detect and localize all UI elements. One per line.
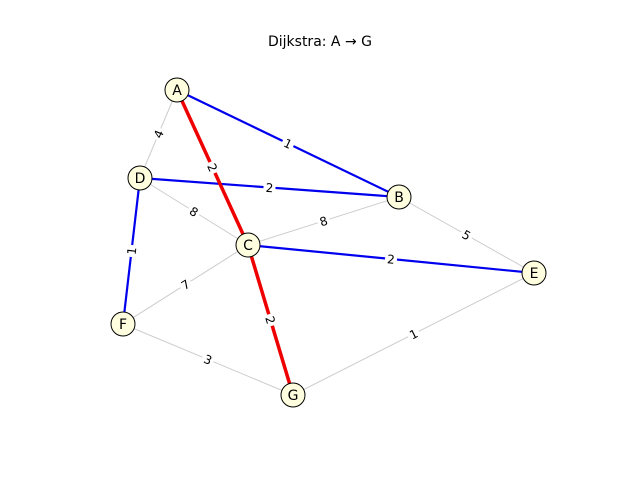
node-label: A [172,83,182,99]
edge-weight-label-C-F: 7 [176,274,195,295]
edge-weight-text: 8 [318,214,330,230]
edge-weight-label-bg [262,179,277,196]
node-label: C [243,238,253,254]
node-label: B [394,190,404,206]
edge-weight-label-A-D: 4 [148,125,169,143]
edges-layer [121,89,535,396]
edge-weight-label-D-F: 1 [122,244,141,258]
diagram-title: Dijkstra: A → G [267,34,372,50]
nodes-layer: A B C D E F G [110,77,547,408]
node-label: G [288,388,299,404]
edge-weight-label-D-C: 8 [184,201,204,222]
edge-weight-label-bg [315,211,332,231]
node-D: D [127,165,153,191]
edge-weight-text: 2 [265,181,274,196]
node-circle [110,311,136,337]
edge-weight-label-bg [122,244,141,258]
edge-weight-label-bg [279,133,297,154]
edge-weight-label-bg [457,225,476,245]
edge-weight-label-C-G: 2 [261,311,280,329]
edge-weight-text: 1 [125,246,140,255]
node-label: D [135,171,146,187]
node-circle [280,382,306,408]
edge-weight-text: 2 [386,252,395,267]
node-circle [386,184,412,210]
edge-weight-label-D-B: 2 [262,179,277,196]
node-circle [235,232,261,258]
edge-weight-label-F-G: 3 [199,349,217,370]
node-label: F [119,317,127,333]
node-E: E [521,260,547,286]
node-B: B [386,184,412,210]
edge-weight-label-C-B: 8 [315,211,332,231]
edge-labels-layer: 4 8 8 5 7 3 1 1 2 1 2 2 2 [122,125,476,370]
node-A: A [164,77,190,103]
edge-weight-label-bg [261,311,280,329]
node-circle [521,260,547,286]
node-G: G [280,382,306,408]
edge-weight-label-bg [384,250,398,268]
edge-weight-label-bg [184,201,204,222]
edge-weight-label-bg [404,324,423,344]
edge-weight-label-bg [148,125,169,143]
edge-weight-label-bg [199,349,217,370]
edge-weight-label-G-E: 1 [404,324,423,344]
edge-weight-label-B-E: 5 [457,225,476,245]
edge-weight-label-A-B: 1 [279,133,297,154]
edge-weight-label-A-C: 2 [202,158,223,177]
node-circle [127,165,153,191]
node-circle [164,77,190,103]
node-label: E [530,266,539,282]
node-C: C [235,232,261,258]
edge-weight-text: 2 [262,314,278,325]
edge-weight-label-bg [202,158,223,177]
edge-weight-label-C-E: 2 [384,250,398,268]
node-F: F [110,311,136,337]
edge-weight-label-bg [176,274,195,295]
